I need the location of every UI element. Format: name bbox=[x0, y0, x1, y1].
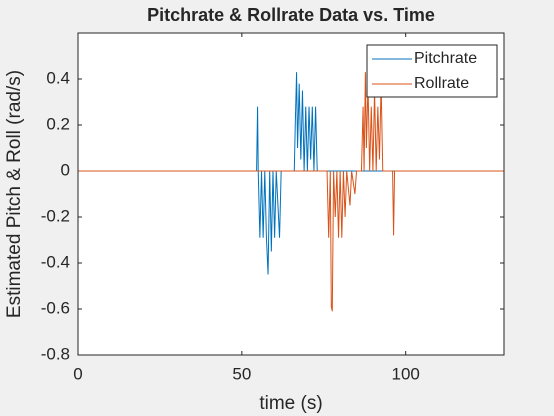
legend-label: Pitchrate bbox=[414, 50, 477, 67]
legend-box bbox=[366, 44, 498, 98]
y-tick-label: 0 bbox=[61, 160, 70, 179]
x-axis-label: time (s) bbox=[259, 393, 322, 414]
x-tick-label: 100 bbox=[392, 364, 420, 383]
chart-title: Pitchrate & Rollrate Data vs. Time bbox=[147, 5, 435, 25]
y-tick-label: 0.4 bbox=[46, 68, 70, 87]
y-tick-label: -0.2 bbox=[41, 206, 70, 225]
data-line bbox=[78, 72, 504, 312]
y-tick-label: -0.6 bbox=[41, 298, 70, 317]
x-tick-label: 0 bbox=[73, 364, 82, 383]
y-tick-label: -0.8 bbox=[41, 344, 70, 363]
x-tick-label: 50 bbox=[232, 364, 251, 383]
legend-label: Rollrate bbox=[414, 75, 469, 92]
y-tick-label: 0.2 bbox=[46, 114, 70, 133]
y-axis-label: Estimated Pitch & Roll (rad/s) bbox=[4, 70, 25, 318]
axes-box bbox=[77, 32, 505, 356]
y-tick-label: -0.4 bbox=[41, 252, 70, 271]
